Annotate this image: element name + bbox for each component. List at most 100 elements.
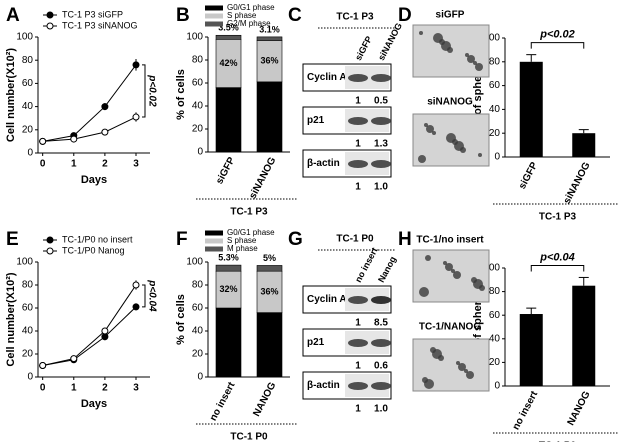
legend-label: TC-1/P0 Nanog <box>62 245 125 255</box>
p-value: p<0.02 <box>146 74 157 107</box>
bracket <box>530 42 585 49</box>
legend-swatch <box>205 230 223 236</box>
y-tick-label: 20 <box>489 128 501 139</box>
sphere <box>443 261 447 265</box>
band-ratio: 1 <box>355 361 361 372</box>
bar-segment <box>256 312 283 378</box>
marker <box>132 61 140 69</box>
x-tick-label: 0 <box>40 159 46 170</box>
marker <box>39 137 47 145</box>
band-ratio: 1 <box>355 404 361 415</box>
x-tick-label: no insert <box>511 389 541 432</box>
blot-band <box>371 74 391 82</box>
bar-segment <box>215 34 242 40</box>
y-tick-label: 0 <box>27 148 33 159</box>
sphere <box>426 125 434 133</box>
marker <box>101 103 109 111</box>
value-label: 42% <box>219 58 237 68</box>
blot-title: TC-1 P0 <box>336 234 374 245</box>
marker <box>132 281 140 289</box>
marker <box>70 135 78 143</box>
blot-band <box>371 117 391 125</box>
value-label: 5% <box>263 253 276 263</box>
band-ratio: 1 <box>355 96 361 107</box>
y-tick-label: 40 <box>192 101 204 112</box>
x-tick-label: siNANOG <box>562 160 593 206</box>
y-tick-label: 20 <box>192 349 204 360</box>
y-tick-label: 100 <box>186 257 203 268</box>
sphere <box>422 377 428 383</box>
y-axis-label: % of cells <box>175 69 187 120</box>
band-ratio: 1 <box>355 318 361 329</box>
sphere <box>419 31 423 35</box>
band-ratio: 0.5 <box>374 96 388 107</box>
image-label: siNANOG <box>427 97 473 108</box>
value-label: 56% <box>219 114 237 124</box>
band-ratio: 1.0 <box>374 182 388 193</box>
y-tick-label: 60 <box>489 310 501 321</box>
sphere <box>453 271 461 279</box>
panel-letter: G <box>288 229 303 250</box>
blot-band <box>348 117 368 125</box>
y-tick-label: 60 <box>22 303 34 314</box>
y-tick-label: 60 <box>192 78 204 89</box>
value-label: 56% <box>260 339 278 349</box>
x-tick-label: 0 <box>40 383 46 394</box>
footer-label: TC-1 P3 <box>230 207 268 218</box>
legend-swatch <box>205 13 223 19</box>
sphere <box>467 55 475 63</box>
sphere <box>446 133 456 143</box>
value-label: 3.1% <box>259 24 280 34</box>
legend-label: TC-1/P0 no insert <box>62 234 133 244</box>
legend-label: G2/M phase <box>227 19 271 28</box>
x-tick-label: siNANOG <box>247 155 278 201</box>
marker <box>132 113 140 121</box>
bracket <box>530 264 585 272</box>
sphere <box>424 123 428 127</box>
legend-label: TC-1 P3 siGFP <box>62 9 123 19</box>
y-tick-label: 100 <box>16 257 33 268</box>
x-tick-label: siGFP <box>214 155 237 186</box>
lane-label: siNANOG <box>376 21 404 62</box>
legend-marker <box>46 247 54 255</box>
blot-band <box>371 296 391 304</box>
sphere <box>464 369 468 373</box>
blot-band <box>348 160 368 168</box>
x-tick-label: no insert <box>208 380 238 423</box>
y-tick-label: 20 <box>489 357 501 368</box>
p-value: p<0.02 <box>539 29 575 41</box>
panel-letter: E <box>6 229 19 250</box>
sphere <box>475 63 483 71</box>
bar-segment <box>215 264 242 272</box>
blot-band <box>348 382 368 390</box>
value-label: 61% <box>260 111 278 121</box>
legend-label: G0/G1 phase <box>227 228 275 237</box>
blot-band <box>348 296 368 304</box>
value-label: 60% <box>219 337 237 347</box>
footer-label: TC-1 P0 <box>230 432 268 442</box>
band-ratio: 0.6 <box>374 361 388 372</box>
x-axis-label: Days <box>81 174 107 186</box>
bar-segment <box>215 270 242 309</box>
band-ratio: 1 <box>355 182 361 193</box>
bar <box>572 285 596 386</box>
bar <box>519 61 543 157</box>
marker <box>132 303 140 311</box>
y-tick-label: 0 <box>494 152 500 163</box>
blot-band <box>371 339 391 347</box>
sphere <box>478 153 482 157</box>
marker <box>70 355 78 363</box>
p-value: p<0.04 <box>146 279 157 312</box>
x-tick-label: 2 <box>102 383 108 394</box>
image-label: TC-1/no insert <box>416 235 484 246</box>
p-value: p<0.04 <box>539 251 575 263</box>
y-tick-label: 0 <box>27 372 33 383</box>
y-tick-label: 20 <box>22 349 34 360</box>
lane-label: Nanog <box>376 255 398 284</box>
y-axis-label: % of cells <box>175 294 187 345</box>
marker <box>101 128 109 136</box>
row-label: p21 <box>307 115 325 126</box>
series-line <box>42 116 137 142</box>
y-tick-label: 80 <box>489 56 501 67</box>
